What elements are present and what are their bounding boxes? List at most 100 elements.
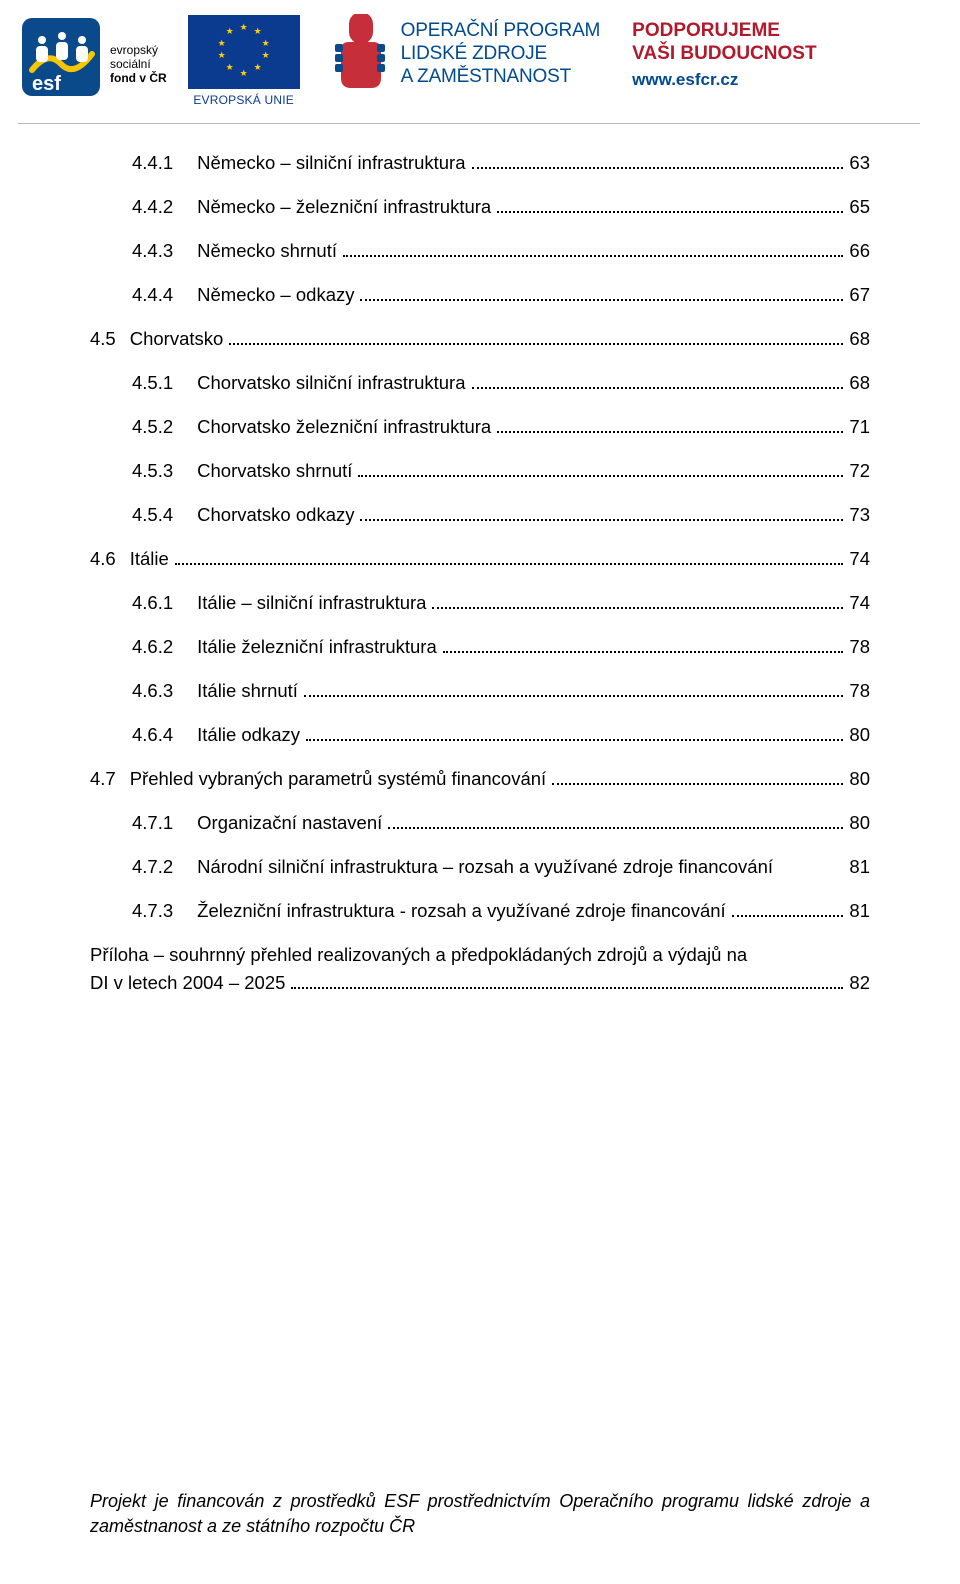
toc-title: Německo shrnutí [197, 240, 337, 262]
page: esf evropský sociální fond v ČR ★ ★ ★ ★ … [0, 0, 960, 1584]
toc-title: DI v letech 2004 – 2025 [90, 972, 285, 994]
toc-leader-dots [291, 978, 843, 989]
esf-text: evropský sociální fond v ČR [110, 44, 167, 85]
toc-title: Německo – silniční infrastruktura [197, 152, 465, 174]
toc-entry: 4.6Itálie74 [90, 548, 870, 570]
toc-number: 4.5.4 [132, 504, 173, 526]
table-of-contents: 4.4.1Německo – silniční infrastruktura63… [0, 124, 960, 994]
toc-title: Chorvatsko odkazy [197, 504, 354, 526]
toc-title: Itálie – silniční infrastruktura [197, 592, 426, 614]
oplzz-text: OPERAČNÍ PROGRAM LIDSKÉ ZDROJE A ZAMĚSTN… [401, 20, 601, 88]
toc-page: 74 [849, 592, 870, 614]
toc-title: Železniční infrastruktura - rozsah a vyu… [197, 900, 726, 922]
toc-page: 72 [849, 460, 870, 482]
toc-number: 4.6 [90, 548, 116, 570]
toc-entry: 4.7.2Národní silniční infrastruktura – r… [90, 856, 870, 878]
toc-page: 71 [849, 416, 870, 438]
toc-number: 4.7 [90, 768, 116, 790]
toc-entry: 4.4.2 Německo – železniční infrastruktura… [90, 196, 870, 218]
toc-number: 4.6.2 [132, 636, 173, 658]
toc-number: 4.5.1 [132, 372, 173, 394]
toc-page: 65 [849, 196, 870, 218]
eu-flag-icon: ★ ★ ★ ★ ★ ★ ★ ★ ★ ★ [187, 14, 301, 90]
toc-leader-dots [360, 290, 843, 301]
toc-number: 4.4.4 [132, 284, 173, 306]
eu-label: EVROPSKÁ UNIE [193, 93, 294, 107]
toc-entry: 4.5.1Chorvatsko silniční infrastruktura6… [90, 372, 870, 394]
toc-title: Chorvatsko shrnutí [197, 460, 352, 482]
svg-text:esf: esf [32, 73, 61, 95]
toc-number: 4.4.2 [132, 196, 173, 218]
toc-number: 4.4.3 [132, 240, 173, 262]
esf-logo: esf [18, 14, 104, 100]
support-url: www.esfcr.cz [632, 70, 816, 90]
toc-title: Chorvatsko železniční infrastruktura [197, 416, 491, 438]
toc-title: Chorvatsko [130, 328, 224, 350]
toc-page: 68 [849, 328, 870, 350]
toc-entry: DI v letech 2004 – 2025 82 [90, 972, 870, 994]
toc-title: Národní silniční infrastruktura – rozsah… [197, 856, 773, 878]
toc-entry: 4.7.1 Organizační nastavení 80 [90, 812, 870, 834]
toc-leader-dots [552, 774, 843, 785]
toc-entry: 4.5.3 Chorvatsko shrnutí 72 [90, 460, 870, 482]
toc-number: 4.6.3 [132, 680, 173, 702]
support-l2: VAŠI BUDOUCNOST [632, 43, 816, 66]
footer-text: Projekt je financován z prostředků ESF p… [90, 1489, 870, 1538]
toc-page: 78 [849, 636, 870, 658]
toc-page: 66 [849, 240, 870, 262]
toc-title: Německo – železniční infrastruktura [197, 196, 491, 218]
eu-block: ★ ★ ★ ★ ★ ★ ★ ★ ★ ★ EVROPSKÁ UNIE [187, 14, 301, 107]
toc-leader-dots [360, 510, 843, 521]
toc-entry: 4.5.2 Chorvatsko železniční infrastruktur… [90, 416, 870, 438]
toc-title: Organizační nastavení [197, 812, 382, 834]
toc-entry: 4.7 Přehled vybraných parametrů systémů f… [90, 768, 870, 790]
toc-page: 73 [849, 504, 870, 526]
toc-entry: 4.4.4Německo – odkazy67 [90, 284, 870, 306]
toc-entry: 4.7.3Železniční infrastruktura - rozsah … [90, 900, 870, 922]
toc-number: 4.5.2 [132, 416, 173, 438]
toc-leader-dots [388, 818, 843, 829]
toc-entry: 4.6.1 Itálie – silniční infrastruktura 74 [90, 592, 870, 614]
toc-leader-dots [732, 906, 844, 917]
toc-appendix: Příloha – souhrnný přehled realizovaných… [90, 944, 870, 994]
toc-leader-dots [306, 730, 843, 741]
toc-entry: 4.6.3 Itálie shrnutí 78 [90, 680, 870, 702]
toc-page: 68 [849, 372, 870, 394]
oplzz-l3: A ZAMĚSTNANOST [401, 66, 601, 89]
toc-number: 4.6.4 [132, 724, 173, 746]
esf-line2: sociální [110, 58, 167, 72]
toc-title: Itálie železniční infrastruktura [197, 636, 437, 658]
oplzz-l1: OPERAČNÍ PROGRAM [401, 20, 601, 43]
toc-entry: 4.5.4 Chorvatsko odkazy 73 [90, 504, 870, 526]
toc-page: 78 [849, 680, 870, 702]
toc-leader-dots [358, 466, 843, 477]
oplzz-block: OPERAČNÍ PROGRAM LIDSKÉ ZDROJE A ZAMĚSTN… [329, 14, 601, 98]
toc-page: 80 [849, 724, 870, 746]
toc-number: 4.4.1 [132, 152, 173, 174]
toc-number: 4.7.1 [132, 812, 173, 834]
toc-leader-dots [779, 862, 843, 873]
toc-page: 80 [849, 812, 870, 834]
toc-entry: 4.6.4Itálie odkazy80 [90, 724, 870, 746]
toc-entry: 4.4.1Německo – silniční infrastruktura63 [90, 152, 870, 174]
toc-title: Itálie [130, 548, 169, 570]
toc-leader-dots [432, 598, 843, 609]
support-l1: PODPORUJEME [632, 20, 816, 43]
toc-leader-dots [497, 422, 843, 433]
toc-page: 81 [849, 900, 870, 922]
toc-title: Německo – odkazy [197, 284, 354, 306]
toc-number: 4.5 [90, 328, 116, 350]
toc-leader-dots [343, 246, 843, 257]
esf-line1: evropský [110, 44, 167, 58]
toc-number: 4.5.3 [132, 460, 173, 482]
toc-page: 82 [849, 972, 870, 994]
toc-number: 4.6.1 [132, 592, 173, 614]
toc-title: Přehled vybraných parametrů systémů fina… [130, 768, 546, 790]
toc-entry: 4.6.2 Itálie železniční infrastruktura 78 [90, 636, 870, 658]
toc-leader-dots [472, 158, 844, 169]
toc-leader-dots [175, 554, 844, 565]
oplzz-l2: LIDSKÉ ZDROJE [401, 43, 601, 66]
toc-leader-dots [443, 642, 844, 653]
toc-title: Itálie shrnutí [197, 680, 298, 702]
toc-leader-dots [497, 202, 843, 213]
